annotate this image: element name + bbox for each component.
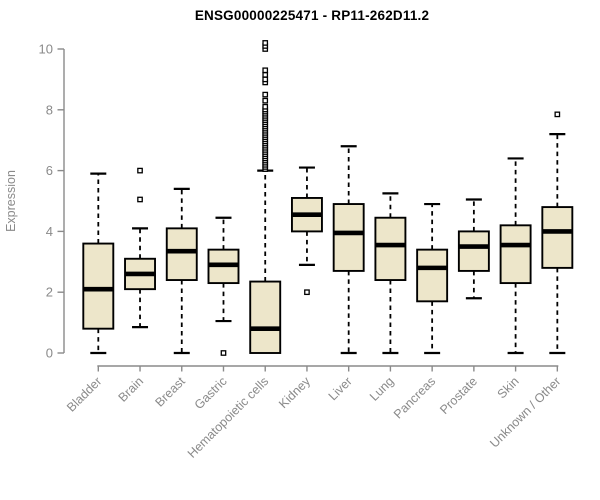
outlier-point: [262, 71, 269, 78]
outlier-point: [262, 91, 269, 98]
box-bladder: [82, 242, 115, 330]
y-tick-label: 2: [46, 285, 53, 300]
y-tick-label: 4: [46, 224, 53, 239]
x-tick-label: Gastric: [192, 374, 230, 412]
outlier-point: [220, 350, 227, 356]
y-tick-label: 10: [39, 42, 53, 57]
y-tick-label: 0: [46, 346, 53, 361]
box-liver: [332, 203, 365, 272]
y-tick-label: 8: [46, 102, 53, 117]
x-tick-label: Kidney: [276, 374, 313, 411]
box-lung: [374, 216, 407, 281]
y-axis-title: Expression: [4, 170, 18, 232]
x-tick-label: Lung: [367, 374, 397, 404]
outlier-point: [262, 97, 269, 104]
outlier-point: [554, 111, 561, 118]
x-tick-label: Prostate: [437, 374, 480, 417]
box-unknown-other: [541, 206, 574, 269]
outlier-point: [262, 76, 269, 83]
x-tick-label: Skin: [495, 374, 522, 401]
outlier-point: [262, 40, 269, 46]
chart-title: ENSG00000225471 - RP11-262D11.2: [194, 8, 430, 23]
x-tick-label: Pancreas: [391, 374, 438, 421]
box-hematopoietic-cells: [249, 280, 282, 354]
box-breast: [165, 227, 198, 281]
y-tick-label: 6: [46, 163, 53, 178]
x-tick-label: Unknown / Other: [487, 374, 563, 450]
x-tick-label: Hematopoietic cells: [185, 374, 272, 461]
outlier-point: [137, 196, 143, 203]
box-prostate: [457, 230, 490, 272]
outlier-point: [262, 103, 269, 110]
outlier-point: [137, 167, 143, 174]
x-tick-label: Bladder: [64, 374, 104, 414]
box-skin: [499, 224, 532, 285]
outlier-point: [262, 67, 269, 74]
box-pancreas: [416, 248, 449, 303]
x-tick-label: Brain: [116, 374, 147, 405]
x-tick-label: Breast: [152, 374, 188, 410]
outlier-point: [304, 289, 310, 296]
x-tick-label: Liver: [326, 374, 355, 403]
